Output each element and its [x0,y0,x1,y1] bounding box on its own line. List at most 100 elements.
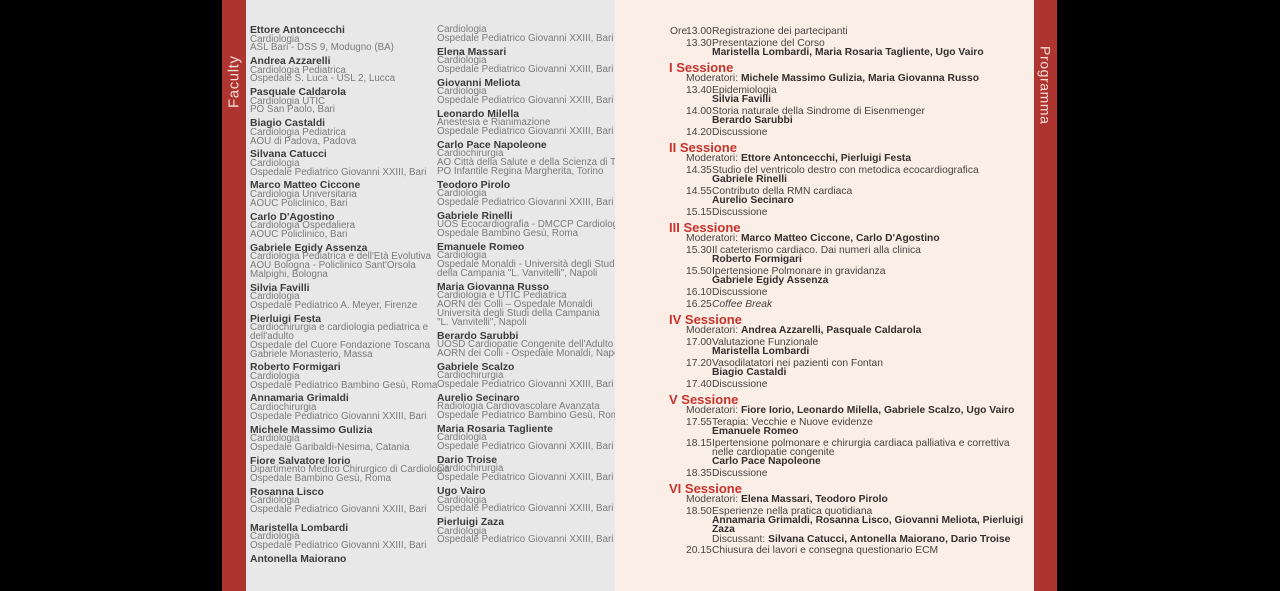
faculty-affiliation-line: Ospedale Pediatrico Giovanni XXIII, Bari [437,503,614,515]
faculty-entry: Andrea Azzarelli Cardiologia Pediatrica O… [250,57,435,84]
program-item: 17.40 Discussione [686,379,1030,390]
faculty-affiliation-line: "L. Vanvitelli", Napoli [437,316,527,328]
faculty-affiliation-line: Cardiochirurgia e cardiologia pediatrica… [250,322,429,334]
faculty-entry: Teodoro Pirolo Cardiologia Ospedale Pedia… [437,180,614,209]
program-item-title: Discussione [712,468,768,479]
faculty-entry: Ettore Antoncecchi Cardiologia ASL Bari -… [250,26,435,53]
faculty-entry: Dario Troise Cardiochirurgia Ospedale Ped… [437,454,613,483]
program-item-time: 13.40 [686,85,712,96]
faculty-affiliation-line: AOU Bologna - Policlinico Sant'Orsola [250,259,416,271]
moderators-label: Moderatori: [686,233,741,245]
faculty-affiliation-line: AORN dei Colli - Ospedale Monaldi, Napol… [437,347,624,359]
program-schedule: Ore 13.00 Registrazione dei partecipanti… [615,0,1034,556]
moderators-label: Moderatori: [686,73,741,85]
session-heading: III Sessione [669,219,741,235]
faculty-affiliation-line: Ospedale Pediatrico Giovanni XXIII, Bari [437,534,614,546]
faculty-name: Maria Giovanna Russo [437,281,550,293]
faculty-entry: Carlo D'Agostino Cardiologia Ospedaliera… [250,212,435,240]
faculty-affiliation-line: Cardiologia [250,495,300,507]
faculty-column-1: Ettore Antoncecchi Cardiologia ASL Bari -… [250,26,450,568]
faculty-affiliation-line: Cardiologia [437,55,487,67]
faculty-affiliation-line: Ospedale Pediatrico Giovanni XXIII, Bari [250,166,427,178]
faculty-name: Rosanna Lisco [250,486,324,498]
program-item: 14.55 Contributo della RMN cardiaca Aure… [686,186,1030,206]
faculty-name: Annamaria Grimaldi [250,393,349,405]
program-item-title: Storia naturale della Sindrome di Eisenm… [712,106,925,117]
program-item-time: 13.00 [686,26,712,37]
faculty-name: Dario Troise [437,454,498,466]
session-moderators: Moderatori: Fiore Iorio, Leonardo Milell… [686,405,1028,416]
faculty-affiliation-line: Cardiochirurgia [250,401,317,413]
faculty-affiliation-line: UOS Ecocardiografia - DMCCP Cardiologia [437,219,626,231]
faculty-affiliation-line: Ospedale del Cuore Fondazione Toscana [250,339,431,351]
program-item-title: Esperienze nella pratica quotidiana [712,506,873,517]
moderators-names: Marco Matteo Ciccone, Carlo D'Agostino [740,233,940,245]
faculty-name: Leonardo Milella [437,108,519,120]
left-red-strip [222,0,246,591]
faculty-affiliation-line: Cardiologia [437,86,487,98]
session-heading: I Sessione [669,59,734,75]
program-item-speakers: Annamaria Grimaldi, Rosanna Lisco, Giova… [712,515,1024,536]
faculty-affiliation-line: Gabriele Monasterio, Massa [250,348,373,360]
faculty-name: Silvia Favilli [250,282,310,294]
faculty-side-label: Faculty [225,55,243,109]
faculty-affiliation-line: Ospedale Pediatrico Bambino Gesù, Roma [437,410,625,422]
faculty-affiliation-line: Cardiologia [250,157,300,169]
session-moderators: Moderatori: Andrea Azzarelli, Pasquale C… [686,325,1028,335]
program-item: 13.40 Epidemiologia Silvia Favilli [686,85,1030,105]
faculty-affiliation-line: AOUC Policlinico, Bari [250,197,348,209]
faculty-entry: Antonella Maiorano [250,554,435,565]
program-item-title: Vasodilatatori nei pazienti con Fontan [712,357,883,369]
program-item-speakers: Roberto Formigari [712,254,802,266]
faculty-name: Ettore Antoncecchi [250,25,345,36]
faculty-name: Marco Matteo Ciccone [250,180,361,192]
discussant-names: Silvana Catucci, Antonella Maiorano, Dar… [768,533,1011,545]
program-item: 13.30 Presentazione del Corso Maristella… [686,38,1030,58]
program-item-title: Coffee Break [712,298,773,310]
faculty-entry: Elena Massari Cardiologia Ospedale Pediat… [437,47,613,75]
faculty-affiliation-line: ASL Bari - DSS 9, Modugno (BA) [250,42,394,54]
faculty-entry: Silvia Favilli Cardiologia Ospedale Pedia… [250,282,435,311]
program-item: 14.20 Discussione [686,127,1030,138]
program-item-time: 14.55 [686,186,712,197]
program-item-time: 14.20 [686,127,712,138]
faculty-name: Gabriele Scalzo [437,361,515,373]
moderators-label: Moderatori: [686,405,741,416]
faculty-affiliation-line: Ospedale Pediatrico Giovanni XXIII, Bari [250,540,427,552]
program-item-time: 14.35 [686,165,712,176]
faculty-affiliation-line: UOSD Cardiopatie Congenite dell'Adulto [437,339,614,351]
session-moderators: Moderatori: Marco Matteo Ciccone, Carlo … [686,233,1028,245]
faculty-affiliation-line: Ospedale Pediatrico Bambino Gesù, Roma [250,379,438,391]
faculty-entry: Marco Matteo Ciccone Cardiologia Univers… [250,181,435,208]
moderators-names: Ettore Antoncecchi, Pierluigi Festa [740,153,912,165]
faculty-entry: Pierluigi Zaza Cardiologia Ospedale Pedia… [437,518,613,545]
faculty-name: Emanuele Romeo [437,241,525,253]
program-panel: Ore 13.00 Registrazione dei partecipanti… [615,0,1034,591]
faculty-affiliation-line: Cardiologia [437,250,487,262]
faculty-name: Carlo Pace Napoleone [437,139,547,151]
faculty-affiliation-line: Cardiologia [250,291,300,303]
faculty-affiliation-line: Cardiologia [437,188,487,200]
moderators-names: Michele Massimo Gulizia, Maria Giovanna … [740,73,979,85]
program-item: 16.10 Discussione [686,287,1030,298]
program-item-title: Discussione [712,287,768,298]
faculty-name: Michele Massimo Gulizia [250,424,373,436]
program-item: 15.30 Il cateterismo cardiaco. Dai numer… [686,245,1030,266]
faculty-affiliation-line: Cardiologia [250,33,300,45]
faculty-affiliation-line: Anestesia e Rianimazione [437,117,551,129]
program-item-time: 17.55 [686,416,712,428]
program-item: 17.20 Vasodilatatori nei pazienti con Fo… [686,357,1030,378]
faculty-affiliation-line: Cardiochirurgia [437,148,504,160]
faculty-name: Silvana Catucci [250,149,327,161]
faculty-entry: Aurelio Secinaro Radiologia Cardiovascol… [437,393,625,422]
faculty-affiliation-line: Ospedale Pediatrico Giovanni XXIII, Bari [437,126,614,138]
session-moderators: Moderatori: Ettore Antoncecchi, Pierluig… [686,153,1028,165]
faculty-affiliation-line: Ospedale Pediatrico Giovanni XXIII, Bari [250,410,427,422]
faculty-affiliation-line: Cardiologia Ospedaliera [250,220,356,232]
faculty-affiliation-line: Ospedale Pediatrico Giovanni XXIII, Bari [437,32,614,44]
program-item-time: 17.00 [686,336,712,348]
faculty-affiliation-line: Ospedale Pediatrico Giovanni XXIII, Bari [437,197,614,209]
faculty-panel: Ettore Antoncecchi Cardiologia ASL Bari -… [246,0,637,591]
faculty-entry: Michele Massimo Gulizia Cardiologia Osped… [250,424,435,453]
faculty-name: Roberto Formigari [250,362,341,374]
